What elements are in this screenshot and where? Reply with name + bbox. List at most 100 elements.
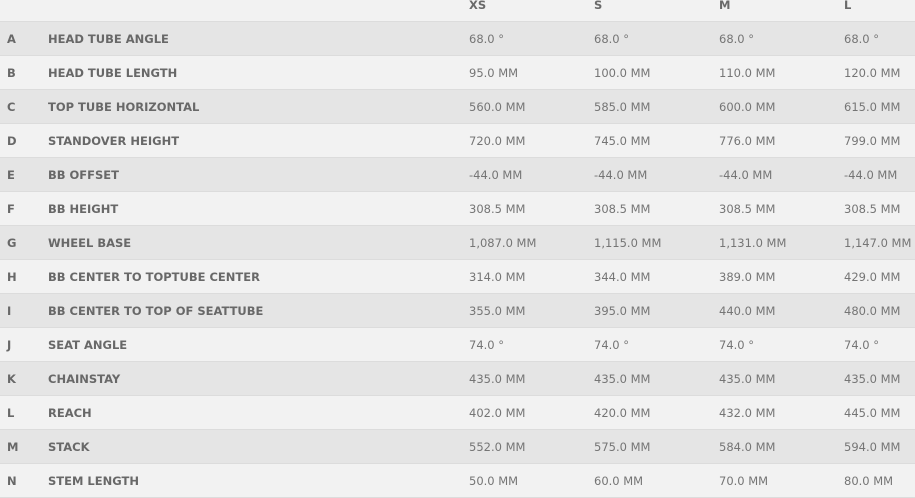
row-letter: M [0,429,48,464]
value-s: 420.0 MM [594,395,719,430]
row-letter: K [0,361,48,396]
row-label: BB CENTER TO TOP OF SEATTUBE [48,293,469,328]
value-xs: 68.0 ° [469,21,594,56]
value-xs: 308.5 MM [469,191,594,226]
row-letter: I [0,293,48,328]
value-xs: 720.0 MM [469,123,594,158]
value-s: 60.0 MM [594,463,719,498]
row-label: CHAINSTAY [48,361,469,396]
value-l: 74.0 ° [844,327,915,362]
value-m: 432.0 MM [719,395,844,430]
header-size-xs: XS [469,0,594,22]
value-l: 435.0 MM [844,361,915,396]
value-s: -44.0 MM [594,157,719,192]
value-xs: 355.0 MM [469,293,594,328]
value-s: 100.0 MM [594,55,719,90]
value-m: 584.0 MM [719,429,844,464]
value-s: 68.0 ° [594,21,719,56]
value-l: -44.0 MM [844,157,915,192]
value-m: 776.0 MM [719,123,844,158]
value-xs: -44.0 MM [469,157,594,192]
value-m: 435.0 MM [719,361,844,396]
table-row: B HEAD TUBE LENGTH 95.0 MM 100.0 MM 110.0 MM… [0,55,915,90]
value-m: 74.0 ° [719,327,844,362]
row-letter: H [0,259,48,294]
table-row: A HEAD TUBE ANGLE 68.0 ° 68.0 ° 68.0 ° 68.0 ° [0,21,915,56]
row-label: REACH [48,395,469,430]
table-row: J SEAT ANGLE 74.0 ° 74.0 ° 74.0 ° 74.0 ° [0,327,915,362]
row-letter: C [0,89,48,124]
row-letter: A [0,21,48,56]
row-label: STEM LENGTH [48,463,469,498]
row-letter: G [0,225,48,260]
value-s: 344.0 MM [594,259,719,294]
row-label: BB HEIGHT [48,191,469,226]
value-m: 600.0 MM [719,89,844,124]
value-xs: 1,087.0 MM [469,225,594,260]
table-row: N STEM LENGTH 50.0 MM 60.0 MM 70.0 MM 80.0 MM [0,463,915,498]
row-label: WHEEL BASE [48,225,469,260]
row-letter: E [0,157,48,192]
row-label: HEAD TUBE ANGLE [48,21,469,56]
value-l: 429.0 MM [844,259,915,294]
value-s: 74.0 ° [594,327,719,362]
table-row: G WHEEL BASE 1,087.0 MM 1,115.0 MM 1,131.0 M… [0,225,915,260]
value-xs: 560.0 MM [469,89,594,124]
value-l: 480.0 MM [844,293,915,328]
value-xs: 552.0 MM [469,429,594,464]
table-row: I BB CENTER TO TOP OF SEATTUBE 355.0 MM 395… [0,293,915,328]
value-m: -44.0 MM [719,157,844,192]
value-l: 120.0 MM [844,55,915,90]
table-row: K CHAINSTAY 435.0 MM 435.0 MM 435.0 MM 435.0 … [0,361,915,396]
value-m: 389.0 MM [719,259,844,294]
table-row: E BB OFFSET -44.0 MM -44.0 MM -44.0 MM -44.0 … [0,157,915,192]
value-l: 799.0 MM [844,123,915,158]
value-m: 110.0 MM [719,55,844,90]
value-s: 585.0 MM [594,89,719,124]
value-l: 308.5 MM [844,191,915,226]
value-l: 594.0 MM [844,429,915,464]
header-size-m: M [719,0,844,22]
value-s: 1,115.0 MM [594,225,719,260]
table-row: M STACK 552.0 MM 575.0 MM 584.0 MM 594.0 MM [0,429,915,464]
value-s: 435.0 MM [594,361,719,396]
value-s: 308.5 MM [594,191,719,226]
value-m: 308.5 MM [719,191,844,226]
header-letter [0,0,48,22]
header-size-s: S [594,0,719,22]
row-label: STANDOVER HEIGHT [48,123,469,158]
header-row: XS S M L [0,0,915,22]
row-letter: J [0,327,48,362]
value-m: 68.0 ° [719,21,844,56]
table-row: L REACH 402.0 MM 420.0 MM 432.0 MM 445.0 MM [0,395,915,430]
row-label: BB CENTER TO TOPTUBE CENTER [48,259,469,294]
value-xs: 50.0 MM [469,463,594,498]
value-xs: 95.0 MM [469,55,594,90]
row-label: STACK [48,429,469,464]
value-s: 575.0 MM [594,429,719,464]
value-l: 445.0 MM [844,395,915,430]
value-l: 80.0 MM [844,463,915,498]
row-letter: D [0,123,48,158]
value-xs: 435.0 MM [469,361,594,396]
table-row: H BB CENTER TO TOPTUBE CENTER 314.0 MM 344.… [0,259,915,294]
row-letter: N [0,463,48,498]
header-label [48,0,469,22]
value-m: 440.0 MM [719,293,844,328]
value-xs: 402.0 MM [469,395,594,430]
row-label: BB OFFSET [48,157,469,192]
table-row: C TOP TUBE HORIZONTAL 560.0 MM 585.0 MM 600.… [0,89,915,124]
table-row: D STANDOVER HEIGHT 720.0 MM 745.0 MM 776.0 M… [0,123,915,158]
value-m: 1,131.0 MM [719,225,844,260]
row-label: TOP TUBE HORIZONTAL [48,89,469,124]
value-l: 1,147.0 MM [844,225,915,260]
value-xs: 74.0 ° [469,327,594,362]
value-l: 68.0 ° [844,21,915,56]
value-m: 70.0 MM [719,463,844,498]
row-label: HEAD TUBE LENGTH [48,55,469,90]
row-letter: B [0,55,48,90]
table-row: F BB HEIGHT 308.5 MM 308.5 MM 308.5 MM 308.5 … [0,191,915,226]
row-letter: L [0,395,48,430]
value-s: 745.0 MM [594,123,719,158]
